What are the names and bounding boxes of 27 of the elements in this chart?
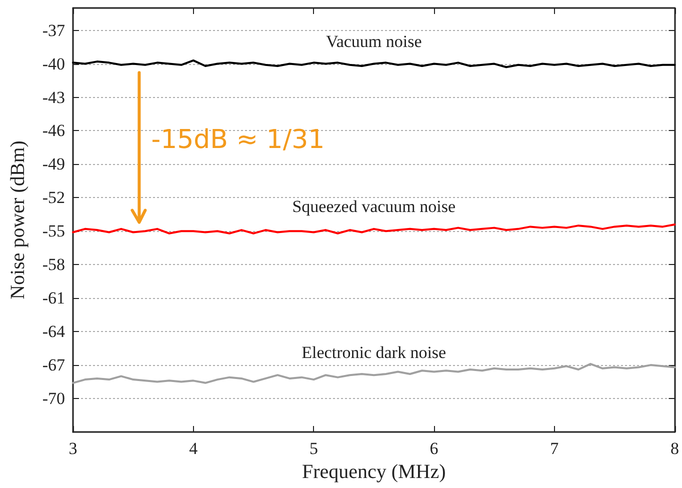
series-label: Vacuum noise	[326, 32, 422, 51]
series-label: Squeezed vacuum noise	[292, 196, 456, 216]
y-tick-label: -55	[42, 222, 65, 241]
y-tick-label: -64	[42, 322, 66, 342]
y-tick-label: -49	[42, 154, 65, 174]
x-tick-label: 7	[550, 439, 560, 458]
y-tick-label: -43	[42, 88, 65, 107]
y-tick-label: -67	[42, 356, 66, 375]
y-tick-label: -61	[42, 288, 65, 308]
x-tick-label: 8	[670, 439, 679, 458]
y-tick-label: -70	[42, 389, 65, 408]
y-tick-label: -52	[42, 188, 65, 208]
annotation: -15dB ≈ 1/31	[151, 125, 325, 156]
series-label: Electronic dark noise	[302, 343, 446, 362]
x-tick-label: 4	[189, 439, 198, 458]
x-tick-label: 3	[68, 439, 78, 458]
y-tick-label: -40	[42, 54, 65, 74]
y-tick-label: -37	[42, 20, 66, 40]
x-tick-label: 6	[430, 439, 438, 458]
line-series	[72, 59, 676, 68]
line-series	[72, 362, 676, 384]
x-tick-label: 5	[309, 439, 318, 458]
y-tick-label: -58	[42, 255, 65, 274]
line-series	[72, 223, 676, 234]
y-axis-title: Noise power (dBm)	[7, 140, 29, 300]
y-tick-label: -46	[42, 121, 65, 140]
x-axis-title: Frequency (MHz)	[302, 460, 446, 483]
